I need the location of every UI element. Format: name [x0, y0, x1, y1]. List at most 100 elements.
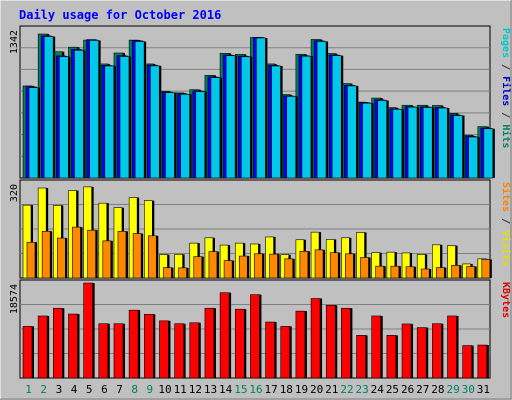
bar-sites-day-18	[284, 258, 294, 279]
bar-pages-day-26	[407, 106, 418, 179]
bar-sites-day-17	[269, 253, 278, 279]
x-label-day-28: 28	[431, 383, 444, 396]
bar-pages-day-23	[362, 102, 372, 179]
bar-sites-day-4	[72, 226, 81, 279]
x-label-day-24: 24	[371, 383, 385, 396]
bar-sites-day-22	[345, 253, 354, 279]
bar-kbytes-day-26	[401, 323, 412, 379]
panel-visits-sites: 320 Sites / Visits	[9, 179, 512, 279]
bar-sites-day-10	[163, 267, 172, 279]
bar-kbytes-day-1	[22, 326, 33, 379]
bar-sites-day-28	[436, 267, 445, 279]
bar-pages-day-4	[74, 50, 84, 179]
right-axis-label-part: Files	[500, 76, 512, 106]
x-label-day-31: 31	[477, 383, 490, 396]
bar-pages-day-21	[331, 55, 342, 179]
bar-sites-day-14	[223, 260, 233, 279]
bar-pages-day-15	[240, 56, 251, 179]
bar-sites-day-31	[481, 259, 491, 279]
x-label-day-15: 15	[234, 383, 247, 396]
bar-sites-day-30	[466, 266, 475, 279]
bar-sites-day-7	[117, 231, 127, 279]
bar-pages-day-20	[316, 41, 327, 179]
x-label-day-16: 16	[249, 383, 262, 396]
x-label-day-30: 30	[462, 383, 475, 396]
bar-pages-day-12	[195, 91, 206, 179]
bar-kbytes-day-25	[386, 335, 397, 379]
right-axis-label: KBytes	[500, 282, 511, 318]
x-label-day-18: 18	[280, 383, 293, 396]
bar-pages-day-24	[377, 100, 388, 179]
bar-kbytes-day-6	[98, 323, 109, 379]
bar-kbytes-day-31	[477, 344, 488, 379]
y-max-label: 320	[9, 184, 20, 202]
bar-kbytes-day-21	[325, 305, 336, 379]
bar-kbytes-day-27	[416, 327, 427, 379]
panel-pages-files-hits: 1342 Pages / Files / Hits	[9, 25, 512, 179]
bar-sites-day-15	[238, 255, 248, 279]
bar-pages-day-28	[438, 107, 448, 179]
x-label-day-13: 13	[204, 383, 217, 396]
bar-pages-day-29	[453, 115, 463, 179]
bar-pages-day-22	[347, 85, 357, 179]
bar-pages-day-17	[271, 65, 281, 179]
x-label-day-23: 23	[356, 383, 369, 396]
bar-sites-day-29	[451, 265, 460, 279]
bar-sites-day-13	[208, 251, 218, 279]
right-axis-label-part: Pages	[500, 28, 511, 58]
bar-kbytes-day-12	[189, 322, 200, 379]
right-axis-label: Pages / Files / Hits	[500, 28, 512, 148]
bar-pages-day-30	[468, 136, 478, 179]
bar-pages-day-8	[134, 41, 145, 179]
x-label-day-19: 19	[295, 383, 308, 396]
bar-pages-day-6	[104, 65, 115, 179]
bar-sites-day-25	[390, 265, 400, 279]
bar-sites-day-3	[57, 237, 66, 279]
bar-kbytes-day-22	[341, 307, 351, 379]
bar-kbytes-day-18	[280, 326, 291, 379]
bar-kbytes-day-14	[219, 292, 230, 379]
x-label-day-29: 29	[446, 383, 459, 396]
right-axis-label-part: /	[500, 212, 511, 230]
right-axis-label-part: Sites	[500, 182, 512, 212]
bar-kbytes-day-5	[83, 282, 93, 379]
bar-sites-day-2	[41, 231, 51, 279]
bar-kbytes-day-9	[143, 313, 154, 379]
bar-kbytes-day-17	[265, 321, 275, 379]
bar-sites-day-5	[87, 229, 96, 279]
x-label-day-26: 26	[401, 383, 414, 396]
bar-kbytes-day-29	[447, 315, 457, 379]
x-label-day-10: 10	[158, 383, 171, 396]
right-axis-label-part: /	[500, 58, 511, 76]
bar-sites-day-1	[26, 241, 36, 279]
bar-kbytes-day-19	[295, 310, 306, 379]
bar-pages-day-25	[392, 109, 403, 179]
bar-pages-day-11	[180, 94, 190, 179]
x-label-day-22: 22	[340, 383, 353, 396]
bar-kbytes-day-23	[356, 335, 366, 379]
x-label-day-20: 20	[310, 383, 323, 396]
bar-sites-day-9	[147, 235, 157, 279]
bar-pages-day-3	[59, 56, 69, 179]
bar-kbytes-day-8	[128, 309, 139, 379]
bar-kbytes-day-30	[462, 345, 472, 379]
bar-pages-day-14	[225, 55, 236, 179]
right-axis-label-part: Visits	[500, 230, 512, 266]
bar-kbytes-day-28	[432, 323, 442, 379]
bar-sites-day-11	[178, 267, 187, 279]
bar-kbytes-day-3	[53, 307, 63, 379]
x-label-day-8: 8	[131, 383, 138, 396]
bar-pages-day-16	[256, 37, 266, 179]
bar-sites-day-24	[375, 265, 385, 279]
x-label-day-17: 17	[265, 383, 278, 396]
bar-pages-day-19	[301, 55, 312, 179]
bar-pages-day-31	[483, 128, 494, 179]
bar-sites-day-27	[420, 268, 430, 279]
bar-sites-day-26	[405, 266, 415, 279]
bar-kbytes-day-2	[37, 315, 48, 379]
bar-pages-day-13	[210, 77, 221, 179]
bar-kbytes-day-13	[204, 307, 215, 379]
bar-kbytes-day-16	[250, 294, 260, 379]
